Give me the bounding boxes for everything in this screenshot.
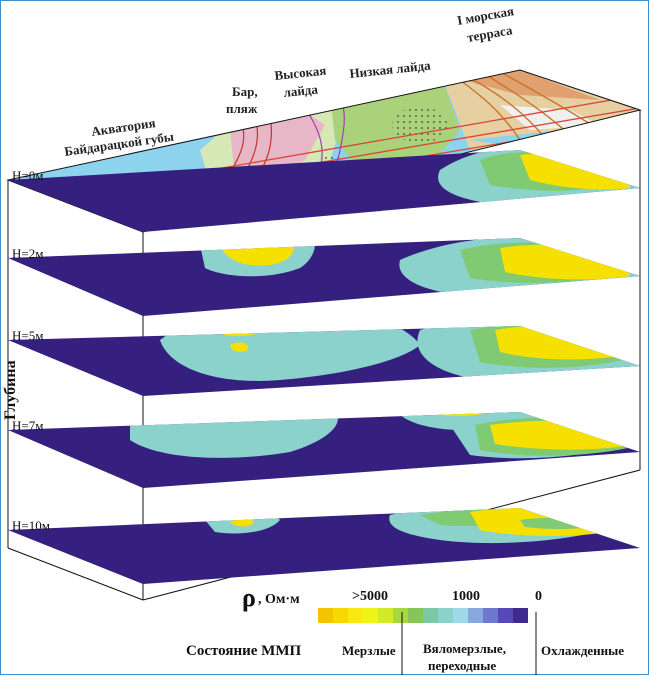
- legend-swatch: [423, 608, 438, 623]
- label-bar-1: Бар,: [232, 84, 258, 99]
- legend-swatch: [363, 608, 378, 623]
- legend-swatch: [483, 608, 498, 623]
- depth-axis-label: Глубина: [2, 360, 19, 420]
- legend-swatch: [468, 608, 483, 623]
- label-bar-2: пляж: [226, 101, 258, 116]
- legend-swatch: [453, 608, 468, 623]
- label-terrace-2: терраса: [466, 22, 514, 45]
- depth-slice-2: [8, 238, 640, 316]
- legend: ρ , Ом·м >5000 1000 0 Состояние ММП Мерз…: [186, 583, 624, 675]
- depth-slice-5: [8, 326, 640, 396]
- legend-swatch: [378, 608, 393, 623]
- legend-swatch: [333, 608, 348, 623]
- legend-swatch: [408, 608, 423, 623]
- depth-labels: H=0м H=2м H=5м H=7м H=10м: [12, 168, 50, 533]
- legend-state-transition-2: переходные: [428, 658, 496, 673]
- legend-tick-high: >5000: [352, 589, 388, 604]
- depth-slice-7: [8, 412, 640, 488]
- depth-label-5: H=5м: [12, 328, 43, 343]
- depth-label-0: H=0м: [12, 168, 43, 183]
- depth-slice-10: [8, 508, 640, 584]
- legend-tick-mid: 1000: [452, 589, 480, 604]
- legend-state-cooled: Охлажденные: [541, 643, 624, 658]
- legend-color-scale: [318, 608, 528, 623]
- legend-state-label: Состояние ММП: [186, 643, 301, 659]
- legend-swatch: [513, 608, 528, 623]
- legend-swatch: [498, 608, 513, 623]
- label-high-1: Высокая: [274, 63, 327, 83]
- legend-swatch: [438, 608, 453, 623]
- depth-label-7: H=7м: [12, 418, 43, 433]
- map-contours-terrace: [459, 71, 601, 141]
- legend-swatch: [318, 608, 333, 623]
- label-low: Низкая лайда: [349, 58, 432, 81]
- legend-rho-unit: , Ом·м: [258, 592, 300, 607]
- legend-swatch: [348, 608, 363, 623]
- label-high-2: лайда: [283, 81, 319, 100]
- depth-label-10: H=10м: [12, 518, 50, 533]
- legend-tick-low: 0: [535, 589, 542, 604]
- map-sand-patch: [392, 107, 448, 143]
- depth-label-2: H=2м: [12, 246, 43, 261]
- legend-rho-symbol: ρ: [242, 583, 256, 612]
- legend-state-frozen: Мерзлые: [342, 643, 396, 658]
- legend-swatch: [393, 608, 408, 623]
- legend-state-transition-1: Вяломерзлые,: [423, 641, 506, 656]
